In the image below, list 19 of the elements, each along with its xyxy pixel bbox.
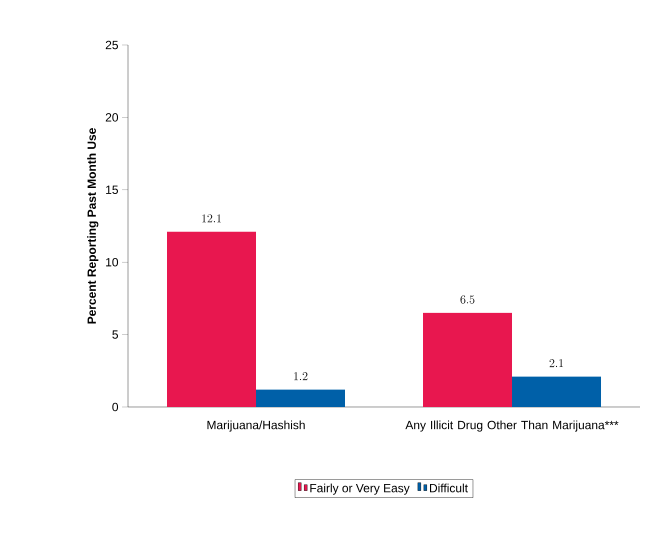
legend-label: Difficult (430, 484, 468, 492)
y-tick-label: 10 (106, 258, 118, 266)
y-tick-label: 5 (112, 330, 118, 339)
data-label: 12. 1 (202, 214, 221, 222)
y-tick-label: 20 (106, 113, 118, 122)
bar (167, 232, 256, 407)
bar (512, 376, 602, 407)
data-label: 2. 1 (550, 359, 564, 368)
x-tick-label: Marijuana/Hashish (207, 420, 305, 432)
legend-label: Fairly or Very Easy (310, 484, 410, 495)
y-axis-title: Percent Reporting Past Month Use (87, 128, 98, 324)
data-label: 6.5 (460, 295, 474, 304)
bar (256, 390, 346, 407)
y-tick-label: 0 (112, 402, 118, 412)
bar (423, 312, 512, 407)
x-tick-label: Any Illicit Drug Other Than Marijuana*** (405, 420, 618, 432)
y-tick-label: 15 (106, 186, 118, 194)
y-tick-label: 25 (106, 40, 118, 50)
data-label: 1 .2 (294, 372, 308, 380)
